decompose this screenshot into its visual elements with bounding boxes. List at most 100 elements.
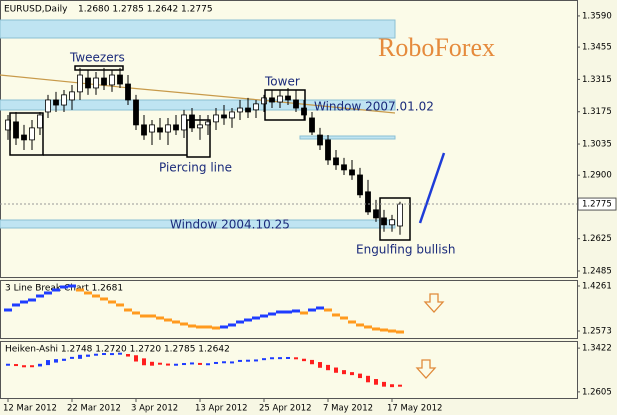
header-ohlc: 1.2680 1.2785 1.2642 1.2775 — [78, 5, 213, 15]
ha-bar — [86, 354, 90, 357]
brick — [380, 328, 388, 332]
ha-bar — [126, 354, 130, 357]
brick — [172, 320, 180, 324]
candle-body — [165, 124, 171, 133]
candle-body — [253, 103, 259, 111]
candle-body — [141, 124, 147, 136]
candle-body — [29, 127, 35, 141]
x-tick-label: 3 Apr 2012 — [131, 404, 178, 414]
trend-line — [418, 152, 446, 224]
zone — [299, 135, 396, 140]
ha-bar — [334, 367, 338, 373]
candle-body — [301, 107, 307, 116]
ha-bar — [110, 353, 114, 356]
ha-bar — [94, 353, 98, 356]
ha-bar — [254, 359, 258, 362]
ha-bar — [390, 384, 394, 388]
candle-body — [341, 164, 347, 171]
candle-body — [317, 134, 323, 146]
brick — [356, 323, 364, 327]
brick — [220, 325, 228, 329]
ha-bar — [214, 361, 218, 364]
ha-bar — [358, 373, 362, 379]
brick — [204, 325, 212, 329]
candle-body — [333, 157, 339, 166]
candle-body — [389, 219, 395, 226]
candle-body — [53, 99, 59, 106]
candle-body — [381, 217, 387, 226]
ha-bar — [30, 365, 34, 368]
annotation: Engulfing bullish — [356, 243, 455, 257]
ha-bar — [22, 365, 26, 368]
candle-body — [245, 107, 251, 113]
ha-bar — [342, 370, 346, 375]
brick — [308, 308, 316, 312]
ha-bar — [398, 384, 402, 387]
y-tick-label: 1.2625 — [582, 234, 612, 244]
ha-bar — [294, 357, 298, 360]
brick — [340, 316, 348, 320]
header-symbol: EURUSD,Daily — [4, 5, 68, 15]
moving-average — [0, 74, 396, 114]
ha-bar — [38, 363, 42, 367]
candle-body — [149, 124, 155, 133]
candle-body — [365, 191, 371, 213]
brick — [228, 323, 236, 327]
y-tick-label: 1.3422 — [582, 344, 612, 354]
brick — [244, 318, 252, 322]
brick — [132, 311, 140, 315]
candle-body — [189, 114, 195, 129]
brick — [52, 288, 60, 292]
brick — [28, 298, 36, 302]
candle-body — [173, 124, 179, 131]
brick — [156, 316, 164, 320]
ha-bar — [206, 363, 210, 366]
ha-bar — [382, 381, 386, 387]
brick — [76, 288, 84, 292]
brick — [388, 329, 396, 333]
brick — [36, 294, 44, 298]
candle-body — [181, 114, 187, 131]
ha-bar — [270, 357, 274, 360]
candle-body — [261, 97, 267, 105]
brick — [324, 308, 332, 312]
brick — [92, 294, 100, 298]
ha-bar — [310, 359, 314, 365]
main-panel — [0, 0, 578, 278]
ha-bar — [182, 363, 186, 366]
brick — [348, 320, 356, 324]
ha-bar — [6, 363, 10, 366]
candle-body — [85, 77, 91, 89]
pattern-box — [379, 197, 411, 241]
y-tick-label: 1.4261 — [582, 282, 612, 292]
watermark: RoboForex — [378, 33, 495, 62]
brick — [196, 325, 204, 329]
brick — [60, 285, 68, 289]
candle-body — [109, 74, 115, 86]
candle-body — [285, 95, 291, 101]
x-tick-label: 17 May 2012 — [387, 404, 442, 414]
ha-bar — [230, 361, 234, 364]
annotation: Tower — [264, 75, 300, 89]
y-tick-label: 1.3035 — [582, 140, 612, 150]
candle-body — [269, 97, 275, 103]
brick — [212, 326, 220, 330]
candle-body — [325, 139, 331, 161]
brick — [124, 308, 132, 312]
brick — [164, 318, 172, 322]
annotation: Piercing line — [159, 161, 232, 175]
y-tick-label: 1.3455 — [582, 43, 612, 53]
zone — [0, 19, 396, 39]
brick — [20, 300, 28, 304]
ha-bar — [238, 359, 242, 362]
brick — [44, 291, 52, 295]
ha-bar — [374, 379, 378, 385]
candle-body — [69, 91, 75, 101]
y-tick-label: 1.3315 — [582, 75, 612, 85]
candle-body — [293, 99, 299, 109]
x-tick-label: 25 Apr 2012 — [259, 404, 312, 414]
brick — [140, 314, 148, 318]
panel-title: Heiken-Ashi 1.2748 1.2720 1.2720 1.2785 … — [5, 345, 230, 355]
zone — [0, 99, 396, 111]
pattern-box — [264, 89, 306, 121]
